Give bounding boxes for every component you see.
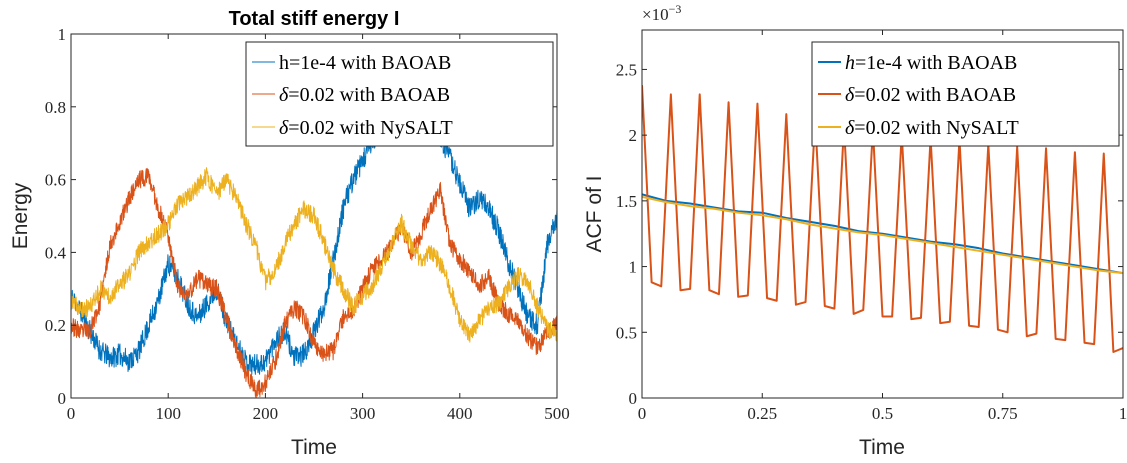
legend-label-acf-1-text: =1e-4 with BAOAB — [855, 52, 1017, 74]
axes-box-energy — [70, 33, 558, 399]
axes-box-acf — [641, 29, 1124, 399]
legend-label-energy-3-text: =0.02 with NySALT — [288, 117, 452, 139]
ticks-acf: 0 0.25 0.5 0.75 1 0 0.5 1 1.5 2 2.5 — [616, 30, 1127, 423]
chart-energy: Total stiff energy I 0 100 200 300 400 500 0 0.… — [9, 8, 570, 459]
y-exponent-acf: ×10−3 — [642, 2, 681, 24]
ylabel-acf: ACF of I — [583, 175, 606, 252]
y-exponent-power: −3 — [669, 2, 682, 16]
y-tick-label-acf-4: 2 — [629, 126, 638, 145]
legend-label-acf-3-text: =0.02 with NySALT — [854, 117, 1018, 139]
x-tick-label-energy-3: 300 — [350, 404, 376, 423]
legend-label-acf-1: h=1e-4 with BAOAB — [845, 52, 1017, 74]
legend-label-acf-2: δ=0.02 with BAOAB — [845, 84, 1016, 106]
legend-entry-acf-1: h=1e-4 with BAOAB — [818, 52, 1017, 74]
ylabel-energy: Energy — [9, 182, 32, 249]
legend-label-acf-3: δ=0.02 with NySALT — [845, 117, 1019, 139]
legend-label-acf-2-sym: δ — [845, 84, 855, 106]
y-tick-label-energy-5: 1 — [58, 25, 67, 44]
legend-entry-acf-3: δ=0.02 with NySALT — [818, 117, 1019, 139]
x-tick-label-acf-4: 1 — [1119, 404, 1127, 423]
x-tick-label-energy-4: 400 — [447, 404, 473, 423]
lines-acf — [642, 85, 1123, 353]
legend-entry-energy-1: h=1e-4 with BAOAB — [252, 52, 451, 74]
x-tick-label-energy-2: 200 — [253, 404, 279, 423]
legend-label-energy-2-sym: δ — [279, 84, 289, 106]
xlabel-acf: Time — [859, 436, 905, 459]
legend-energy: h=1e-4 with BAOAB δ=0.02 with BAOAB δ=0.… — [245, 41, 554, 147]
series-line-acf-3 — [642, 195, 1123, 275]
y-tick-label-energy-2: 0.4 — [45, 243, 67, 262]
x-tick-label-acf-0: 0 — [638, 404, 647, 423]
legend-label-acf-2-text: =0.02 with BAOAB — [854, 84, 1016, 106]
x-tick-label-energy-5: 500 — [544, 404, 570, 423]
legend-box-energy — [245, 41, 554, 147]
legend-label-energy-3: δ=0.02 with NySALT — [279, 117, 453, 139]
x-tick-label-energy-1: 100 — [155, 404, 181, 423]
y-tick-label-acf-5: 2.5 — [616, 60, 637, 79]
legend-label-energy-3-sym: δ — [279, 117, 289, 139]
y-exponent-base: ×10 — [642, 5, 669, 24]
series-line-energy-3 — [71, 167, 557, 343]
y-tick-label-energy-4: 0.8 — [45, 98, 66, 117]
legend-acf: h=1e-4 with BAOAB δ=0.02 with BAOAB δ=0.… — [811, 41, 1120, 147]
y-tick-label-acf-3: 1.5 — [616, 192, 637, 211]
legend-label-acf-1-sym: h — [845, 52, 855, 74]
x-tick-label-energy-0: 0 — [67, 404, 76, 423]
legend-entry-acf-2: δ=0.02 with BAOAB — [818, 84, 1016, 106]
legend-label-energy-2-text: =0.02 with BAOAB — [288, 84, 450, 106]
x-tick-label-acf-2: 0.5 — [872, 404, 893, 423]
legend-entry-energy-3: δ=0.02 with NySALT — [252, 117, 453, 139]
ticks-energy: 0 100 200 300 400 500 0 0.2 0.4 0.6 0.8 1 — [45, 25, 570, 423]
y-tick-label-energy-1: 0.2 — [45, 316, 66, 335]
legend-entry-energy-2: δ=0.02 with BAOAB — [252, 84, 450, 106]
legend-box-acf — [811, 41, 1120, 147]
legend-label-energy-1: h=1e-4 with BAOAB — [279, 52, 451, 74]
x-tick-label-acf-1: 0.25 — [747, 404, 777, 423]
series-line-acf-2 — [642, 85, 1123, 353]
y-tick-label-energy-0: 0 — [58, 389, 67, 408]
series-line-acf-1 — [642, 193, 1123, 275]
legend-label-energy-2: δ=0.02 with BAOAB — [279, 84, 450, 106]
xlabel-energy: Time — [291, 436, 337, 459]
y-tick-label-energy-3: 0.6 — [45, 171, 66, 190]
lines-energy — [71, 99, 557, 398]
x-tick-label-acf-3: 0.75 — [988, 404, 1018, 423]
y-tick-label-acf-2: 1 — [629, 258, 638, 277]
y-tick-label-acf-1: 0.5 — [616, 323, 637, 342]
y-tick-label-acf-0: 0 — [629, 389, 638, 408]
series-line-energy-2 — [71, 167, 557, 398]
legend-label-energy-1-plain: h=1e-4 with BAOAB — [279, 52, 451, 74]
legend-label-acf-3-sym: δ — [845, 117, 855, 139]
chart-acf: ×10−3 0 0.25 0.5 0.75 1 0 0.5 1 1.5 2 2.5 Time ACF… — [583, 2, 1127, 459]
chart-title-energy: Total stiff energy I — [229, 8, 400, 30]
